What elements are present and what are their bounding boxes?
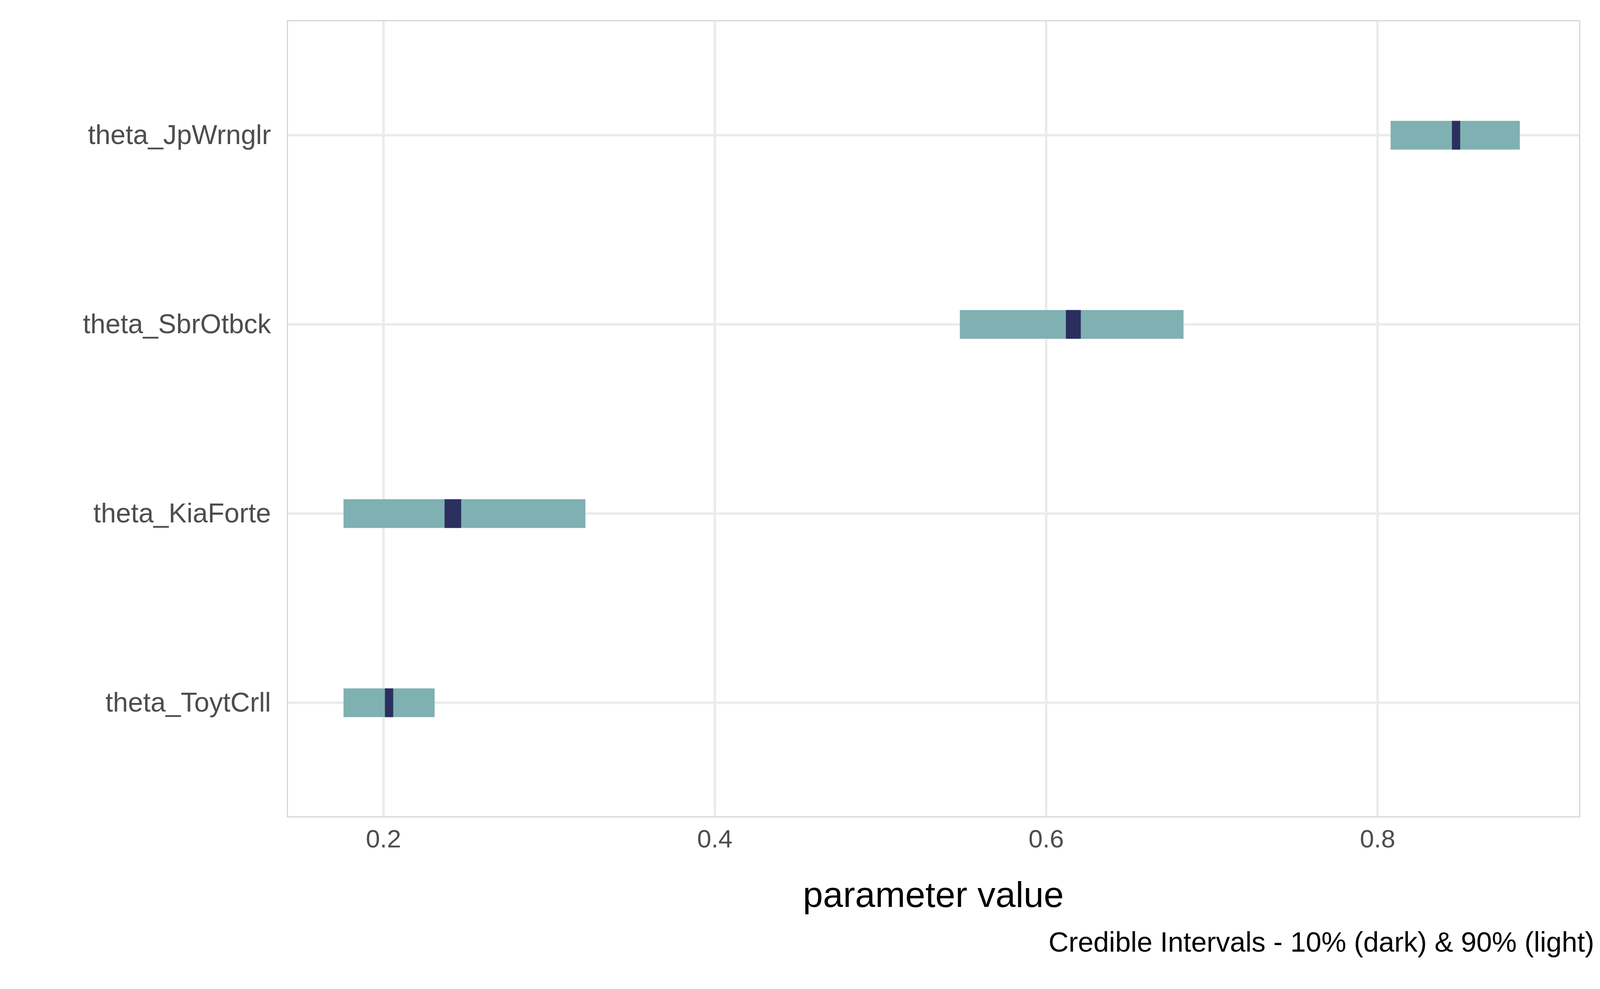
svg-text:theta_SbrOtbck: theta_SbrOtbck [82,308,272,339]
svg-text:theta_ToytCrll: theta_ToytCrll [105,686,272,718]
html-text:parameter value: parameter value [802,873,1064,915]
html-text:Credible Intervals - 10% (dark: Credible Intervals - 10% (dark) & 90% (l… [1048,925,1595,958]
svg-text:0.8: 0.8 [1360,824,1396,853]
svg-text:theta_JpWrnglr: theta_JpWrnglr [87,119,271,150]
svg-text:theta_KiaForte: theta_KiaForte [93,497,272,528]
svg-text:0.6: 0.6 [1028,824,1064,853]
svg-text:0.4: 0.4 [697,824,733,853]
svg-text:0.2: 0.2 [365,824,402,853]
